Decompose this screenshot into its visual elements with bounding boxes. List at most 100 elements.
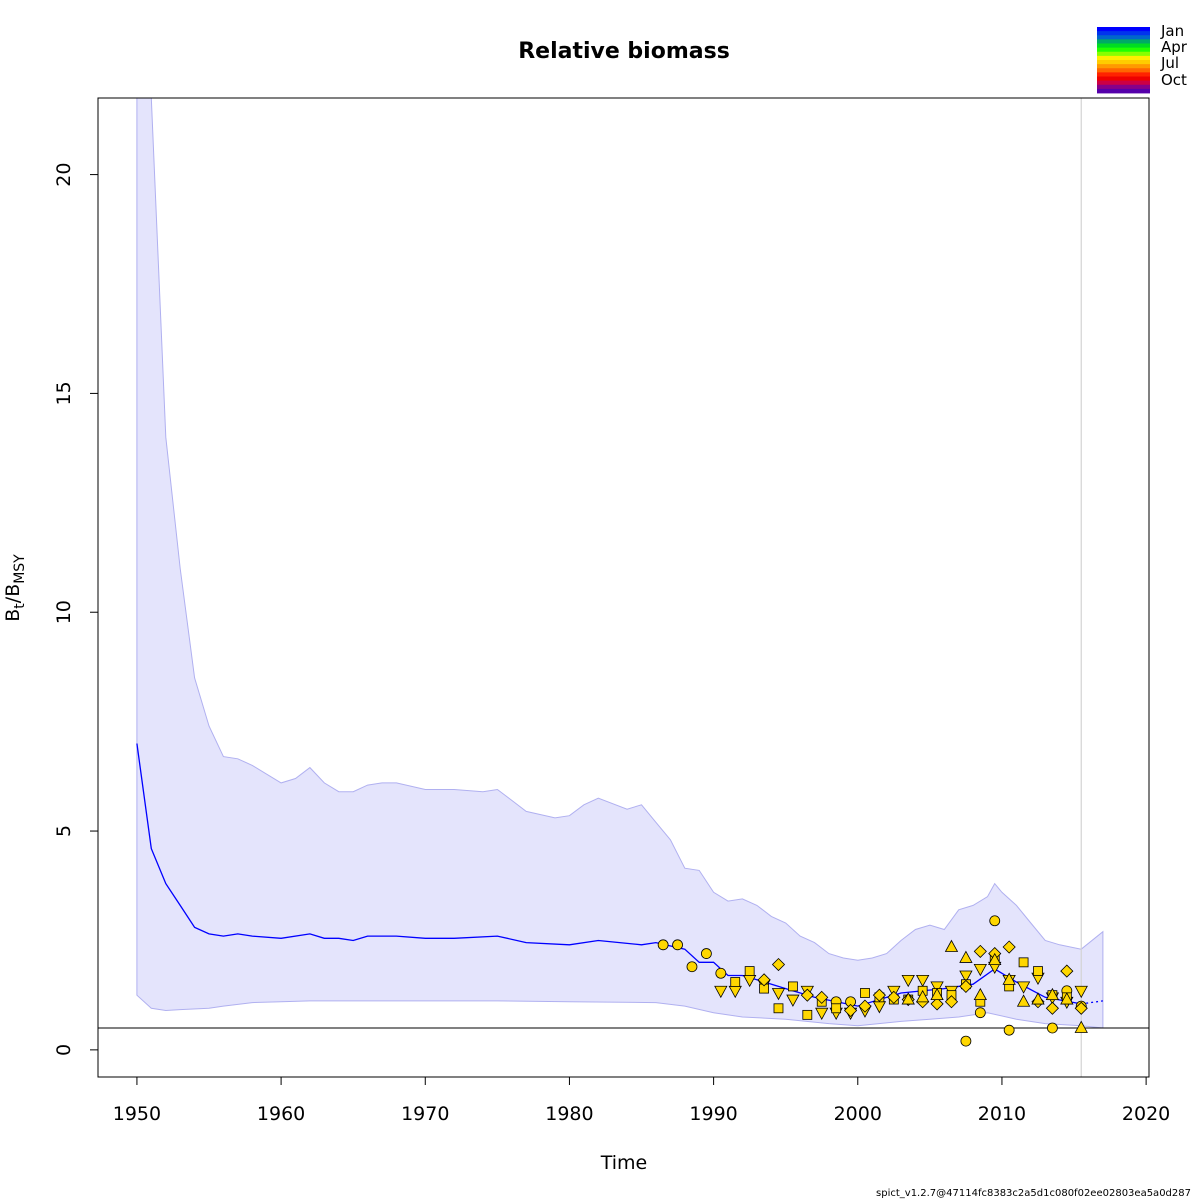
y-axis: 0 5 10 15 20 [53, 163, 99, 1056]
obs-point-triangle-down [1016, 981, 1031, 994]
obs-point-square [773, 1003, 784, 1014]
x-tick-label: 2010 [978, 1103, 1026, 1125]
obs-point-diamond [1045, 1001, 1059, 1015]
obs-point-triangle-down [786, 994, 800, 1007]
y-axis-label: Bt/BMSY [2, 554, 28, 622]
obs-point-triangle-up [959, 950, 973, 963]
obs-point-triangle-up [973, 987, 987, 1001]
obs-point-diamond [815, 990, 829, 1004]
y-tick-label: 10 [53, 600, 75, 624]
legend-label: Oct [1161, 71, 1187, 89]
legend-color-band [1097, 27, 1150, 32]
obs-point-diamond [800, 988, 814, 1002]
y-tick-label: 15 [53, 381, 75, 405]
obs-point-diamond [844, 1003, 858, 1018]
forecast-line [1081, 1000, 1103, 1005]
obs-point-triangle-down [714, 985, 728, 999]
obs-point-diamond [771, 957, 786, 972]
legend-label: Apr [1161, 38, 1188, 56]
obs-point-circle [672, 939, 683, 951]
legend-color-band [1097, 68, 1150, 73]
obs-point-triangle-down [959, 970, 973, 983]
observation-points-layer [657, 915, 1088, 1047]
obs-point-square [802, 1009, 813, 1020]
obs-point-triangle-up [901, 992, 915, 1005]
legend-color-band [1097, 60, 1150, 65]
legend-color-band [1097, 76, 1150, 82]
obs-point-square [744, 966, 755, 976]
obs-point-diamond [858, 999, 872, 1013]
obs-point-diamond [944, 995, 959, 1009]
legend-color-band [1097, 35, 1150, 40]
obs-point-circle [1003, 1024, 1015, 1036]
legend-label: Jan [1160, 22, 1184, 40]
x-tick-label: 2000 [834, 1103, 882, 1125]
confidence-band [136, 98, 1104, 1029]
obs-point-triangle-up [930, 987, 944, 1001]
y-axis-label-main: B [2, 609, 24, 622]
legend-color-band [1097, 72, 1150, 77]
confidence-band-layer [136, 98, 1104, 1029]
obs-point-triangle-up [1045, 987, 1060, 1001]
obs-point-triangle-down [915, 974, 930, 988]
y-tick-label: 0 [53, 1044, 75, 1056]
legend-color-band [1097, 55, 1150, 61]
obs-point-diamond [872, 988, 886, 1002]
x-axis-label: Time [600, 1152, 648, 1174]
obs-point-diamond [930, 997, 944, 1011]
x-tick-label: 1980 [545, 1103, 593, 1125]
legend-color-band [1097, 39, 1150, 44]
obs-point-diamond [887, 990, 901, 1004]
plot-area [98, 98, 1149, 1077]
y-tick-label: 20 [53, 163, 75, 187]
obs-point-circle [686, 961, 698, 973]
obs-point-triangle-up [1074, 1020, 1088, 1033]
x-tick-label: 2020 [1122, 1103, 1170, 1125]
obs-point-diamond [1074, 1001, 1088, 1015]
y-axis-label-sub2: MSY [12, 554, 28, 584]
obs-point-triangle-down [930, 981, 944, 994]
obs-point-triangle-up [1031, 992, 1045, 1005]
obs-point-triangle-up [944, 939, 959, 952]
x-tick-label: 1970 [401, 1103, 449, 1125]
legend-color-band [1097, 43, 1150, 49]
footer-version: spict_v1.2.7@47114fc8383c2a5d1c080f02ee0… [876, 1188, 1191, 1199]
obs-point-triangle-down [1074, 985, 1088, 999]
obs-point-diamond [1002, 940, 1016, 954]
obs-point-triangle-down [901, 974, 915, 988]
reference-lines-layer [98, 98, 1149, 1077]
obs-point-diamond [973, 944, 987, 958]
obs-point-circle [989, 915, 1001, 927]
legend-color-band [1097, 84, 1150, 90]
obs-point-diamond [959, 979, 973, 993]
obs-point-triangle-up [1002, 972, 1016, 985]
x-axis: 1950 1960 1970 1980 1990 2000 2010 2020 [113, 1076, 1170, 1125]
obs-point-circle [700, 948, 712, 959]
legend-color-band [1097, 47, 1150, 53]
obs-point-triangle-up [915, 990, 930, 1003]
obs-point-square [1033, 966, 1043, 976]
obs-point-circle [974, 1007, 986, 1019]
obs-point-square [787, 981, 798, 992]
obs-point-circle [657, 939, 669, 951]
chart-title: Relative biomass [518, 39, 730, 64]
y-tick-label: 5 [53, 825, 75, 837]
x-tick-label: 1960 [257, 1103, 305, 1125]
obs-point-diamond [757, 973, 771, 987]
legend-color-band [1097, 80, 1150, 86]
obs-point-diamond [1060, 964, 1074, 978]
obs-point-circle [1047, 1022, 1058, 1034]
x-tick-label: 1950 [113, 1103, 161, 1125]
y-axis-label-sub1: t [12, 603, 28, 609]
legend-label: Jul [1160, 54, 1179, 72]
legend-color-band [1097, 64, 1150, 69]
legend-color-band [1097, 31, 1150, 36]
obs-point-triangle-up [988, 952, 1002, 966]
obs-point-triangle-up [1016, 994, 1031, 1007]
obs-point-square [860, 988, 870, 998]
obs-point-square [1018, 957, 1029, 968]
obs-point-square [831, 1003, 842, 1014]
obs-point-circle [960, 1035, 972, 1047]
